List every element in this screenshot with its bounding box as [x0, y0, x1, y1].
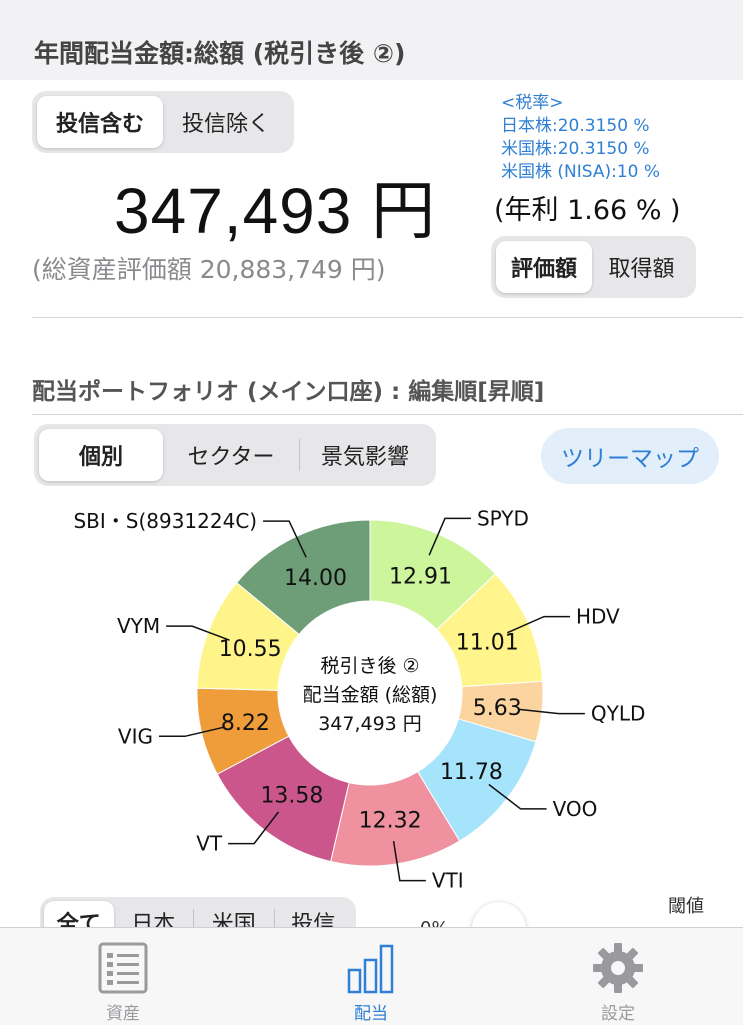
- divider: [32, 414, 743, 415]
- slice-name-label: QYLD: [591, 702, 646, 726]
- slice-name-label: VOO: [553, 797, 598, 821]
- threshold-label: 閾値: [668, 896, 704, 917]
- slice-leader-line: [428, 517, 471, 556]
- slice-value-label: 14.00: [284, 566, 347, 591]
- slice-value-label: 5.63: [473, 696, 522, 721]
- tax-rate-heading: <税率>: [501, 93, 564, 113]
- total-assets-value: (総資産評価額 20,883,749 円): [32, 255, 386, 284]
- slice-leader-line: [507, 615, 570, 634]
- segment-divider: [273, 909, 275, 935]
- slice-leader-line: [488, 783, 547, 810]
- section-header: 年間配当金額:総額 (税引き後 ②): [0, 0, 743, 80]
- tax-rate-us-nisa: 米国株 (NISA):10 %: [501, 162, 661, 182]
- slice-value-label: 10.55: [219, 637, 282, 662]
- slice-leader-line: [228, 811, 280, 845]
- tab-settings-label: 設定: [601, 1004, 635, 1024]
- annual-yield: (年利 1.66 % ): [494, 195, 681, 226]
- slice-leader-line: [166, 625, 230, 641]
- slice-name-label: SPYD: [477, 506, 529, 530]
- slice-leader-line: [519, 708, 585, 715]
- tax-rate-info: <税率> 日本株:20.3150 % 米国株:20.3150 % 米国株 (NI…: [501, 92, 660, 184]
- annual-dividend-total: 347,493 円: [114, 175, 437, 247]
- slice-value-label: 12.91: [389, 564, 452, 589]
- tab-assets-label: 資産: [106, 1004, 140, 1024]
- basis-toggle[interactable]: 評価額 取得額: [491, 236, 696, 298]
- view-tab-sector[interactable]: セクター: [187, 445, 275, 470]
- portfolio-view-tabs[interactable]: 個別 セクター 景気影響: [34, 424, 436, 486]
- slice-value-label: 11.01: [456, 631, 519, 656]
- slice-value-label: 11.78: [440, 760, 503, 785]
- center-label-title: 配当金額 (総額): [303, 684, 438, 706]
- slice-name-label: SBI・S(8931224C): [73, 509, 257, 533]
- slice-value-label: 8.22: [221, 711, 270, 736]
- basis-toggle-valuation[interactable]: 評価額: [496, 241, 592, 293]
- bar-chart-icon: [347, 944, 394, 994]
- slice-leader-line: [263, 520, 307, 558]
- gear-icon: [593, 943, 643, 993]
- list-icon: [98, 942, 148, 994]
- divider: [32, 317, 743, 318]
- slice-leader-line: [159, 726, 225, 738]
- dividend-donut-chart: 税引き後 ② 配当金額 (総額) 347,493 円 12.91 SPYD 11.0…: [73, 506, 646, 890]
- fund-toggle[interactable]: 投信含む 投信除く: [32, 91, 294, 153]
- view-tab-individual[interactable]: 個別: [39, 429, 163, 481]
- slice-leader-line: [392, 841, 426, 882]
- segment-divider: [193, 909, 195, 935]
- segment-divider: [299, 439, 300, 471]
- fund-toggle-exclude[interactable]: 投信除く: [181, 112, 270, 137]
- slice-name-label: VIG: [118, 724, 153, 748]
- treemap-button[interactable]: ツリーマップ: [541, 428, 719, 484]
- slice-value-label: 13.58: [260, 783, 323, 808]
- fund-toggle-include[interactable]: 投信含む: [37, 96, 163, 148]
- tax-rate-japan: 日本株:20.3150 %: [501, 116, 650, 136]
- basis-toggle-cost[interactable]: 取得額: [608, 257, 675, 282]
- tab-assets[interactable]: 資産: [23, 928, 223, 1025]
- tab-bar: 資産 配当 設定: [0, 927, 743, 1025]
- view-tab-economy[interactable]: 景気影響: [320, 445, 409, 470]
- donut-hole: [288, 611, 452, 775]
- tab-dividends[interactable]: 配当: [271, 928, 471, 1025]
- tax-rate-us: 米国株:20.3150 %: [501, 139, 650, 159]
- slice-name-label: VT: [196, 832, 223, 856]
- slice-value-label: 12.32: [359, 808, 422, 833]
- tab-dividends-label: 配当: [354, 1004, 388, 1024]
- annual-dividend-title: 年間配当金額:総額 (税引き後 ②): [34, 39, 406, 68]
- slice-name-label: HDV: [576, 605, 620, 629]
- center-label-amount: 347,493 円: [318, 713, 422, 735]
- tab-settings[interactable]: 設定: [518, 928, 718, 1025]
- slice-name-label: VYM: [117, 614, 160, 638]
- slice-name-label: VTI: [432, 869, 464, 890]
- portfolio-title: 配当ポートフォリオ (メイン口座) : 編集順[昇順]: [32, 379, 545, 405]
- center-label-tax: 税引き後 ②: [320, 655, 419, 677]
